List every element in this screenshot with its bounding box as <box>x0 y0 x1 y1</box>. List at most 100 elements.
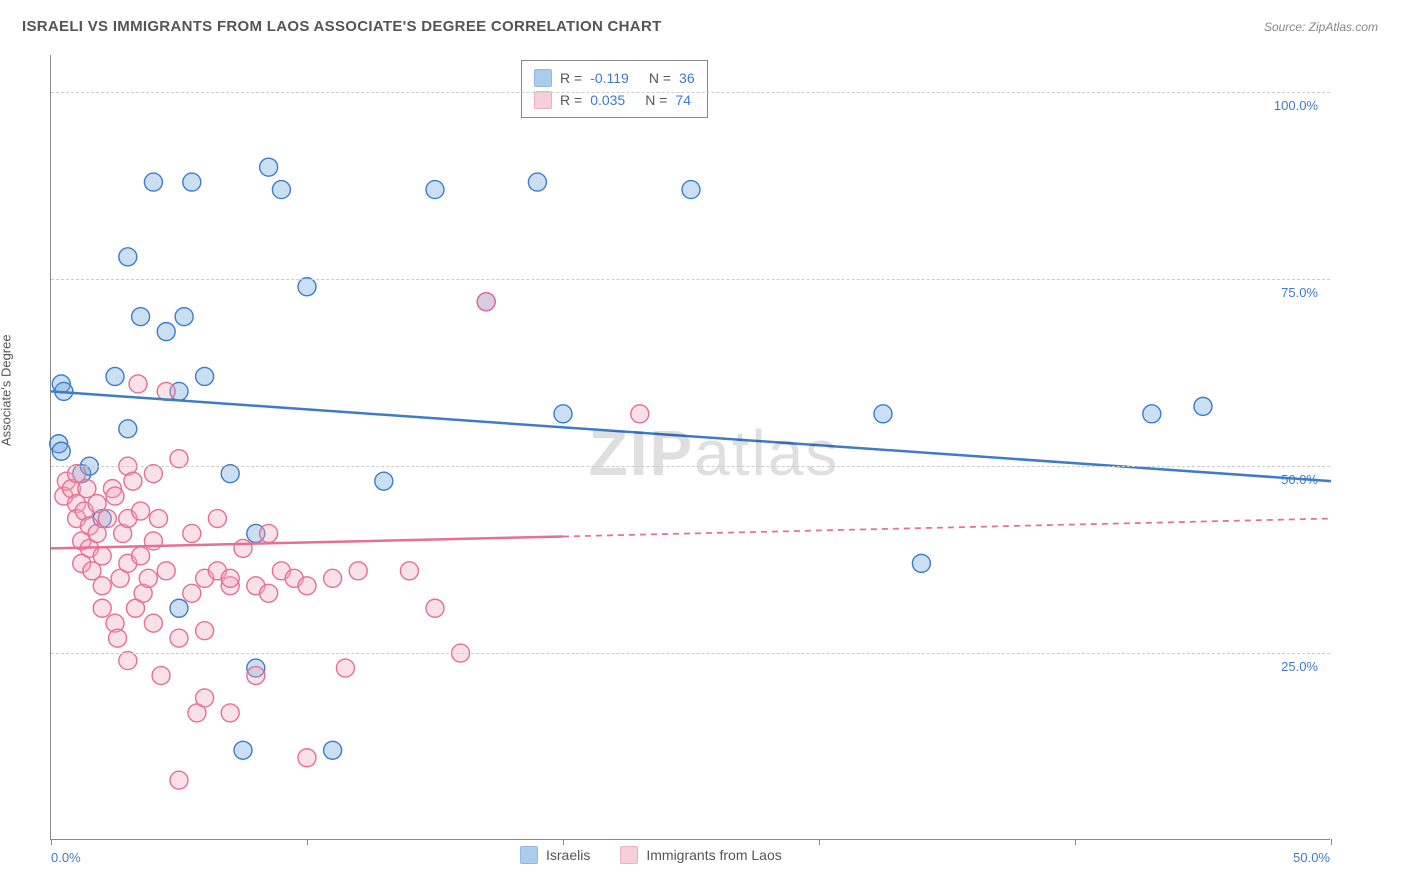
y-tick-label: 25.0% <box>1281 659 1318 674</box>
scatter-point <box>144 465 162 483</box>
plot-svg <box>51 55 1331 840</box>
plot-area: ZIPatlas R = -0.119N = 36R = 0.035N = 74… <box>50 55 1330 840</box>
scatter-point <box>109 629 127 647</box>
gridline <box>51 466 1330 467</box>
legend-swatch <box>534 91 552 109</box>
x-max-label: 50.0% <box>1293 850 1330 865</box>
scatter-point <box>132 502 150 520</box>
scatter-point <box>170 629 188 647</box>
scatter-point <box>426 181 444 199</box>
scatter-point <box>157 382 175 400</box>
scatter-point <box>324 569 342 587</box>
scatter-point <box>234 539 252 557</box>
scatter-point <box>132 308 150 326</box>
stat-r-value: -0.119 <box>590 70 629 86</box>
stat-n-label: N = <box>649 70 671 86</box>
scatter-point <box>150 510 168 528</box>
scatter-point <box>144 614 162 632</box>
scatter-point <box>170 599 188 617</box>
scatter-point <box>152 667 170 685</box>
legend-swatch <box>620 846 638 864</box>
scatter-point <box>144 173 162 191</box>
scatter-point <box>183 584 201 602</box>
gridline <box>51 279 1330 280</box>
scatter-point <box>874 405 892 423</box>
x-tick <box>51 839 52 845</box>
y-tick-label: 75.0% <box>1281 285 1318 300</box>
scatter-point <box>400 562 418 580</box>
scatter-point <box>157 323 175 341</box>
scatter-point <box>682 181 700 199</box>
scatter-point <box>272 181 290 199</box>
scatter-point <box>119 420 137 438</box>
legend-swatch <box>520 846 538 864</box>
scatter-point <box>196 367 214 385</box>
scatter-point <box>260 158 278 176</box>
x-tick <box>819 839 820 845</box>
trend-line-dashed <box>563 519 1331 537</box>
legend-label: Israelis <box>546 847 590 863</box>
scatter-point <box>631 405 649 423</box>
scatter-point <box>98 510 116 528</box>
scatter-point <box>324 741 342 759</box>
scatter-point <box>183 524 201 542</box>
legend-item: Immigrants from Laos <box>620 846 781 864</box>
legend-item: Israelis <box>520 846 590 864</box>
scatter-point <box>554 405 572 423</box>
y-axis-label: Associate's Degree <box>0 334 14 446</box>
scatter-point <box>336 659 354 677</box>
scatter-point <box>183 173 201 191</box>
stat-n-label: N = <box>645 92 667 108</box>
scatter-point <box>93 577 111 595</box>
scatter-point <box>912 554 930 572</box>
scatter-point <box>196 622 214 640</box>
x-tick <box>563 839 564 845</box>
scatter-point <box>298 749 316 767</box>
scatter-point <box>106 487 124 505</box>
gridline <box>51 92 1330 93</box>
gridline <box>51 653 1330 654</box>
source-label: Source: ZipAtlas.com <box>1264 20 1378 34</box>
y-tick-label: 100.0% <box>1274 98 1318 113</box>
scatter-point <box>119 248 137 266</box>
stat-n-value: 74 <box>675 92 691 108</box>
x-tick <box>307 839 308 845</box>
scatter-point <box>426 599 444 617</box>
stat-r-label: R = <box>560 92 582 108</box>
scatter-point <box>1143 405 1161 423</box>
scatter-point <box>349 562 367 580</box>
scatter-point <box>93 599 111 617</box>
scatter-point <box>124 472 142 490</box>
scatter-point <box>375 472 393 490</box>
chart-container: ISRAELI VS IMMIGRANTS FROM LAOS ASSOCIAT… <box>0 0 1406 892</box>
scatter-point <box>247 667 265 685</box>
chart-title: ISRAELI VS IMMIGRANTS FROM LAOS ASSOCIAT… <box>22 18 662 35</box>
scatter-point <box>170 771 188 789</box>
scatter-point <box>196 689 214 707</box>
scatter-point <box>260 584 278 602</box>
scatter-point <box>208 510 226 528</box>
scatter-point <box>298 577 316 595</box>
stat-r-label: R = <box>560 70 582 86</box>
scatter-point <box>52 442 70 460</box>
scatter-point <box>221 569 239 587</box>
trend-line <box>51 391 1331 481</box>
scatter-point <box>132 547 150 565</box>
scatter-point <box>298 278 316 296</box>
bottom-legend: Israelis Immigrants from Laos <box>520 846 782 864</box>
scatter-point <box>221 465 239 483</box>
scatter-point <box>119 652 137 670</box>
legend-label: Immigrants from Laos <box>646 847 781 863</box>
y-tick-label: 50.0% <box>1281 472 1318 487</box>
stat-legend-box: R = -0.119 N = 36 R = 0.035 N = 74 <box>521 60 708 118</box>
scatter-point <box>221 704 239 722</box>
x-tick <box>1075 839 1076 845</box>
x-tick <box>1331 839 1332 845</box>
stat-r-value: 0.035 <box>590 92 625 108</box>
scatter-point <box>139 569 157 587</box>
scatter-point <box>1194 397 1212 415</box>
scatter-point <box>129 375 147 393</box>
stat-n-value: 36 <box>679 70 695 86</box>
legend-swatch <box>534 69 552 87</box>
scatter-point <box>477 293 495 311</box>
